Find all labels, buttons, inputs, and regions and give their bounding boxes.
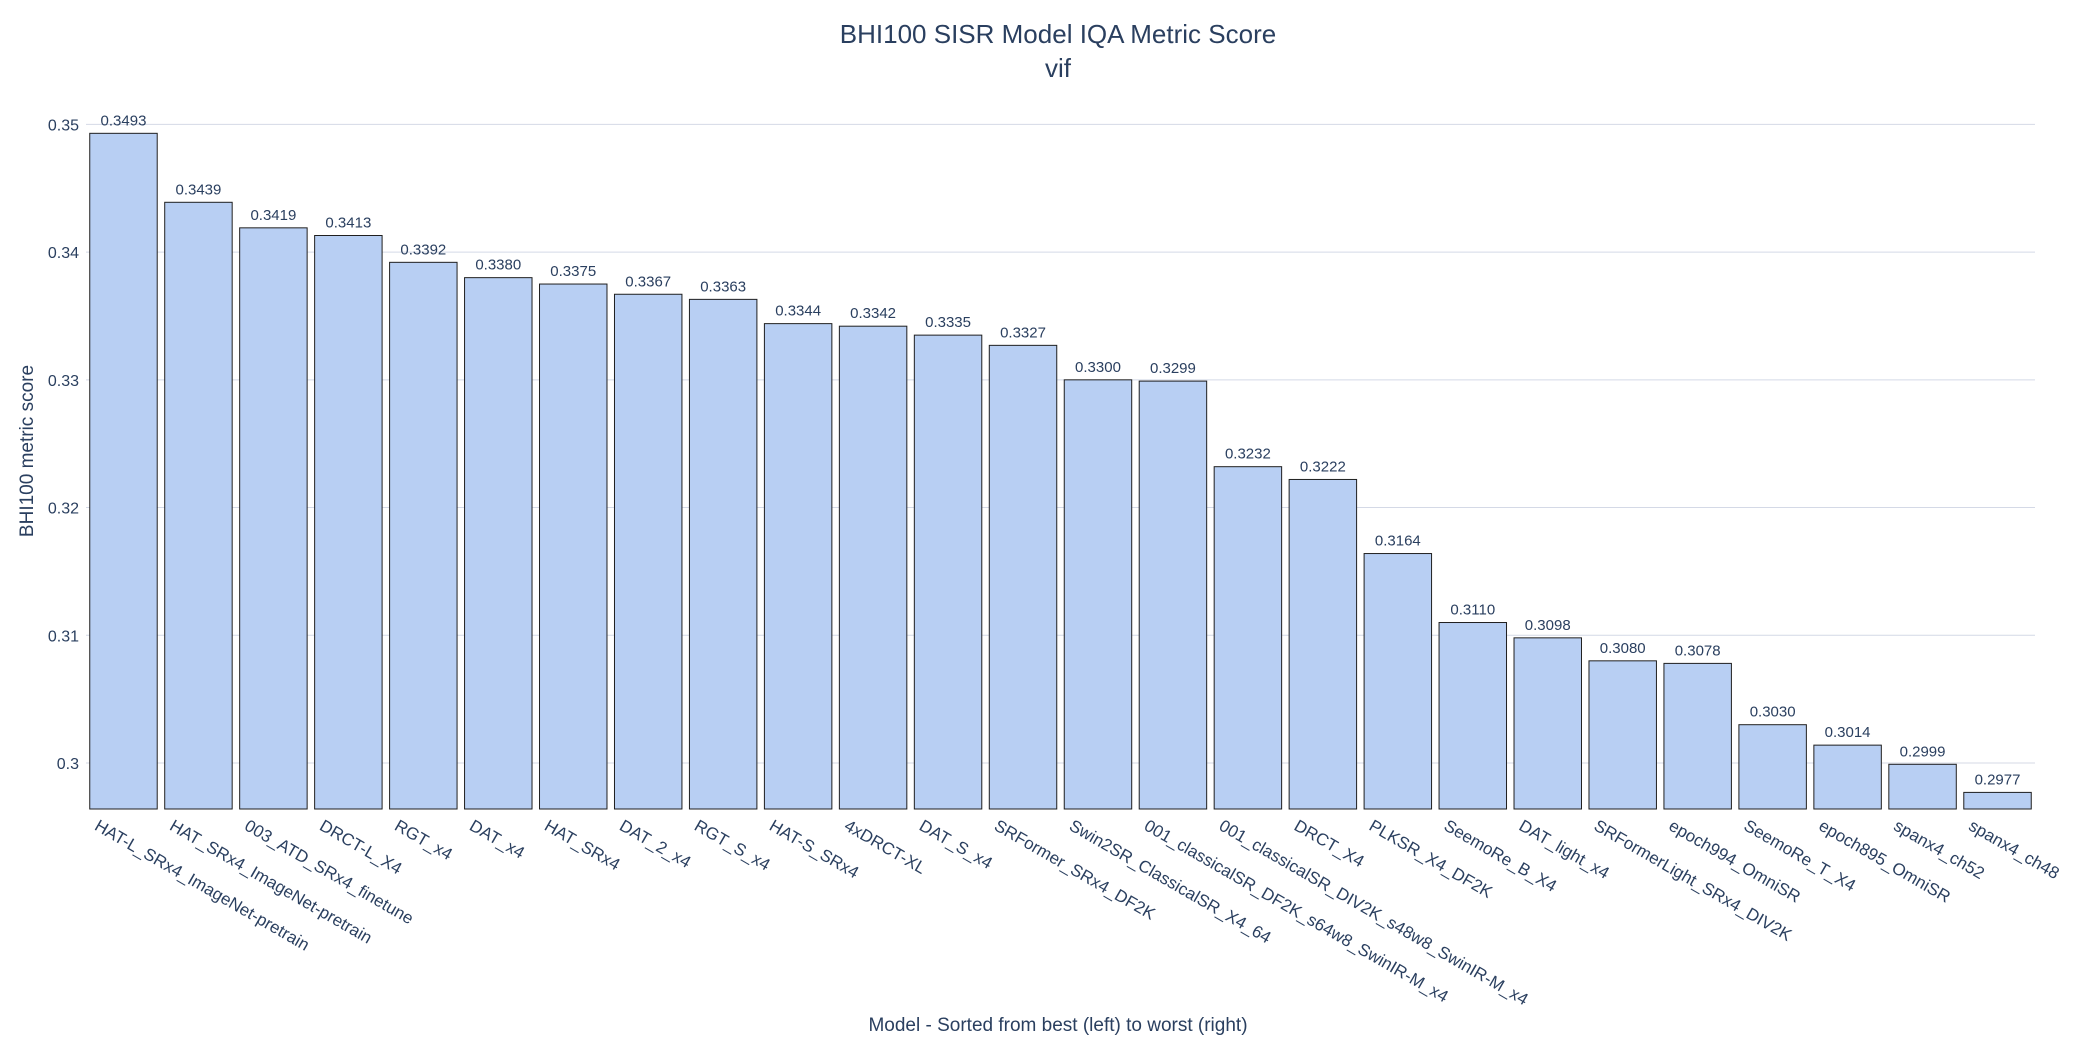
bar[interactable] [1963,791,2032,810]
bar[interactable] [314,235,383,810]
bar-value-label: 0.3335 [925,314,971,331]
x-tick-label: RGT_S_x4 [691,816,773,875]
bar-value-label: 0.3413 [325,215,371,232]
bar[interactable] [1738,724,1807,810]
x-tick-label: RGT_x4 [391,816,455,864]
y-tick-label: 0.33 [48,373,79,390]
bar-value-label: 0.3363 [700,278,746,295]
bar-value-label: 0.3380 [475,257,521,274]
x-axis-title: Model - Sorted from best (left) to worst… [868,1015,1247,1036]
bar[interactable] [1363,553,1433,810]
bar-value-label: 0.3014 [1825,724,1871,741]
chart-subtitle: vif [1045,53,1072,83]
bar-value-label: 0.3078 [1675,642,1721,659]
y-axis-title: BHI100 metric score [17,365,38,537]
bar-value-label: 0.3080 [1600,640,1646,657]
bar[interactable] [1438,622,1508,810]
y-tick-label: 0.31 [48,628,79,645]
y-tick-label: 0.34 [48,245,79,262]
bar[interactable] [988,344,1058,810]
bar[interactable] [389,261,458,810]
bar[interactable] [613,293,683,810]
bar-value-label: 0.3392 [400,241,446,258]
bar-value-label: 0.3439 [175,181,221,198]
bar-value-label: 0.3299 [1150,360,1196,377]
bar[interactable] [1888,763,1957,810]
bar-value-label: 0.3375 [550,263,596,280]
bar-value-label: 0.3110 [1450,602,1495,619]
x-tick-label: DAT_2_x4 [616,816,694,872]
y-axis-ticks: 0.3 0.31 0.32 0.33 0.34 0.35 [48,117,79,773]
bar[interactable] [1813,744,1882,810]
bar[interactable] [89,132,158,810]
x-tick-label: HAT_SRx4 [541,816,623,874]
y-tick-label: 0.35 [48,117,79,134]
chart-title: BHI100 SISR Model IQA Metric Score [840,19,1276,49]
bar-value-label: 0.3327 [1000,324,1046,341]
bar-value-label: 0.3300 [1075,359,1121,376]
bar[interactable] [913,334,983,810]
bar[interactable] [1288,478,1358,810]
bar[interactable] [464,277,533,810]
bar[interactable] [688,298,758,810]
x-axis-ticks: HAT-L_SRx4_ImageNet-pretrainHAT_SRx4_Ima… [91,816,2062,1009]
bar-value-label: 0.3344 [775,303,821,320]
data-labels: 0.3493 0.3439 0.3419 0.3413 0.3392 0.3380 0.33… [101,112,2021,788]
bar[interactable] [838,325,908,810]
bar-value-label: 0.3367 [625,273,671,290]
y-tick-label: 0.32 [48,501,79,518]
bar[interactable] [763,323,833,810]
bar[interactable] [1138,380,1208,810]
bar-value-label: 0.2999 [1900,743,1946,760]
bar[interactable] [1588,660,1657,810]
bar-value-label: 0.3493 [101,112,147,129]
bar-value-label: 0.3232 [1225,446,1271,463]
bar[interactable] [1063,379,1133,810]
bar[interactable] [1213,466,1283,810]
x-tick-label: PLKSR_X4_DF2K [1366,816,1496,902]
x-tick-label: DAT_S_x4 [916,816,996,873]
bar[interactable] [239,227,308,810]
bar-value-label: 0.3342 [850,305,896,322]
bar-value-label: 0.3030 [1750,704,1796,721]
bar[interactable] [1663,662,1732,810]
bar-value-label: 0.3222 [1300,458,1346,475]
bar-value-label: 0.3419 [250,207,296,224]
y-tick-label: 0.3 [57,756,79,773]
x-tick-label: epoch895_OmniSR [1816,816,1954,907]
bar[interactable] [164,201,233,810]
bar-value-label: 0.3164 [1375,533,1421,550]
x-tick-label: DAT_x4 [466,816,528,863]
bar[interactable] [1513,637,1582,810]
bar[interactable] [539,283,608,810]
bar-value-label: 0.2977 [1975,771,2021,788]
bars [89,132,2032,810]
bar-value-label: 0.3098 [1525,617,1571,634]
